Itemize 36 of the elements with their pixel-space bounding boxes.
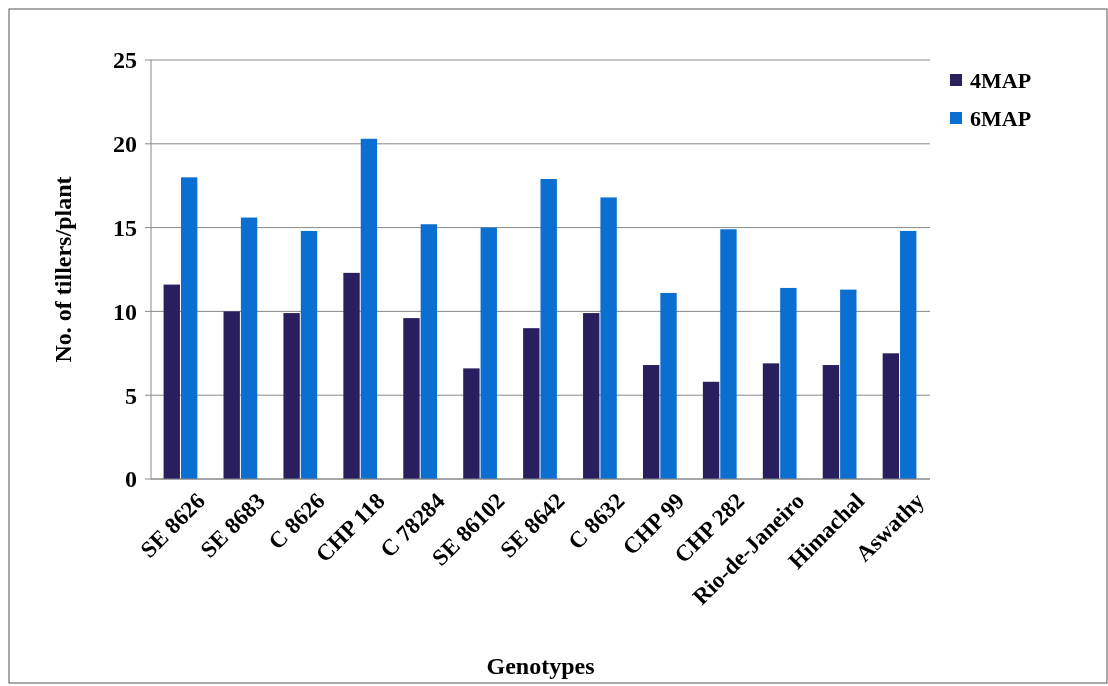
bar xyxy=(900,230,917,479)
x-axis-title: Genotypes xyxy=(486,653,595,679)
bar xyxy=(463,368,480,479)
bar xyxy=(822,365,840,479)
bar xyxy=(163,284,180,479)
bar xyxy=(780,287,797,479)
bar xyxy=(762,363,780,479)
bar xyxy=(283,313,300,479)
y-tick-label: 20 xyxy=(113,131,137,158)
bar xyxy=(720,229,737,479)
legend-label: 4MAP xyxy=(970,67,1032,93)
y-tick-label: 5 xyxy=(125,382,137,409)
bar xyxy=(403,318,420,479)
y-tick-label: 10 xyxy=(113,298,137,325)
bar xyxy=(240,217,258,479)
bar xyxy=(642,365,660,479)
y-axis-title: No. of tillers/plant xyxy=(50,176,77,363)
y-tick-label: 15 xyxy=(113,215,137,241)
bar xyxy=(420,224,438,479)
bar xyxy=(300,230,318,479)
bar xyxy=(480,227,497,479)
bar xyxy=(343,272,360,479)
legend-label: 6MAP xyxy=(970,105,1032,131)
bar xyxy=(360,138,378,479)
bar xyxy=(600,197,617,479)
bar xyxy=(523,328,540,479)
bar xyxy=(882,353,900,479)
y-tick-label: 0 xyxy=(125,466,137,493)
bar xyxy=(660,292,677,479)
bar xyxy=(540,179,557,479)
bar xyxy=(180,177,198,479)
bar xyxy=(702,381,720,479)
bar xyxy=(223,311,240,479)
y-tick-label: 25 xyxy=(113,47,137,74)
bar xyxy=(840,289,857,479)
bar xyxy=(583,313,600,479)
